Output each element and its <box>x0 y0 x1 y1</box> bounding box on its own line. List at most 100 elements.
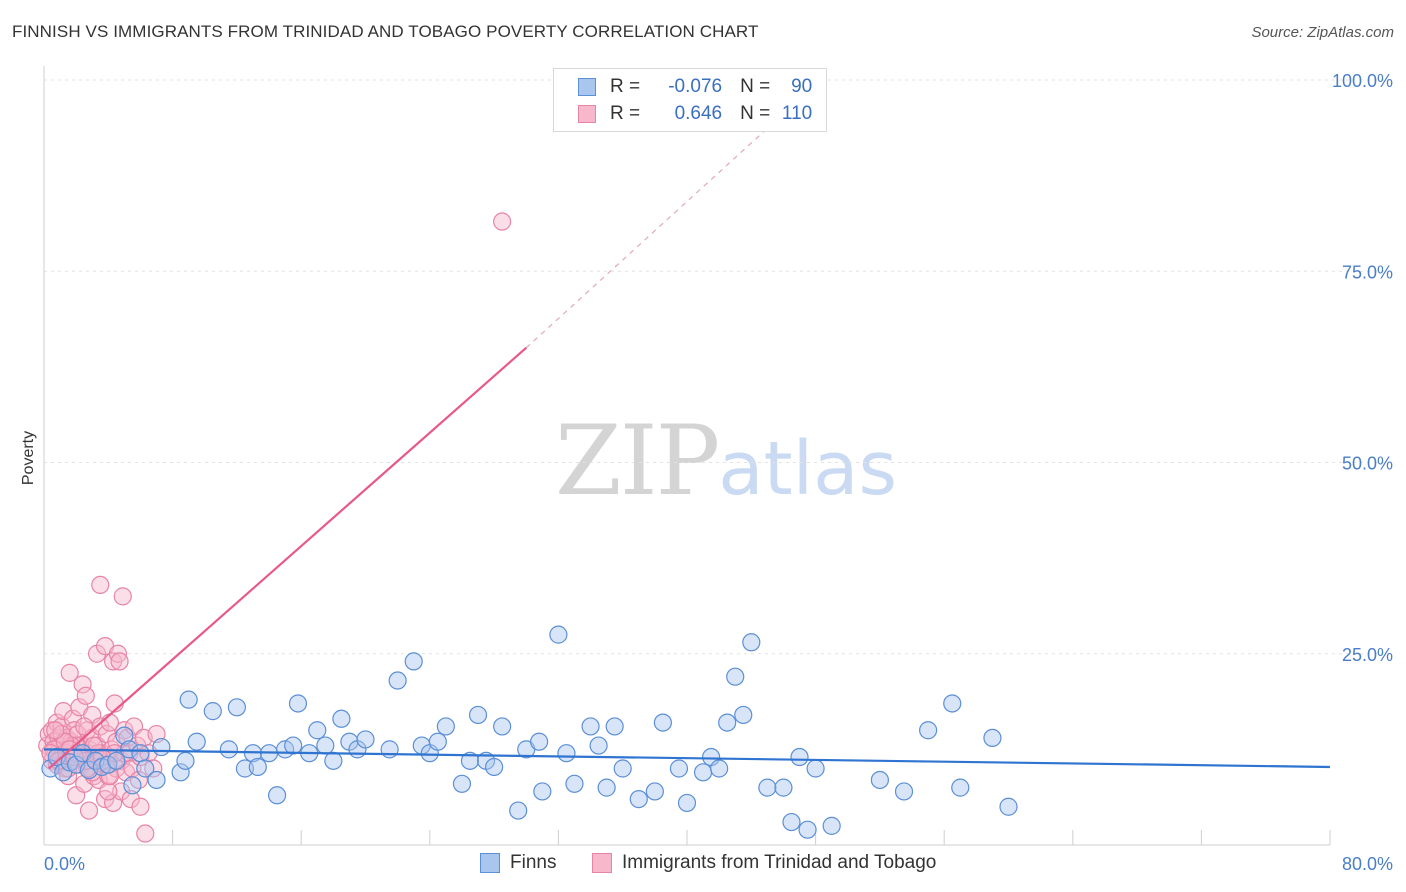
finns-point <box>485 757 504 777</box>
finns-point <box>806 759 825 778</box>
finns-point <box>557 744 576 763</box>
finns-point <box>308 721 327 740</box>
legend-r-label: R = <box>610 76 641 97</box>
finns-point <box>460 751 480 770</box>
finns-point <box>653 713 672 732</box>
finns-point <box>428 732 447 751</box>
bottom-swatch-finns <box>480 853 500 873</box>
tt-trend-line <box>48 346 527 770</box>
finns-point <box>356 730 375 749</box>
legend-r-label: R = <box>610 103 641 124</box>
tt-point <box>91 575 110 595</box>
tt-trend-extension <box>525 98 800 349</box>
finns-point <box>404 652 423 671</box>
tick-labels: 25.0% 50.0% 75.0% 100.0% 0.0% 80.0% <box>44 71 1393 874</box>
finns-point <box>171 763 190 782</box>
legend-row-finns: R = -0.076 N = 90 <box>578 75 812 99</box>
tt-point <box>60 663 79 682</box>
chart-source: Source: ZipAtlas.com <box>1251 24 1394 41</box>
finns-point <box>380 740 399 759</box>
finns-point <box>549 625 568 644</box>
finns-point <box>530 732 549 751</box>
finns-point <box>493 717 512 736</box>
finns-point <box>870 770 890 790</box>
finns-point <box>452 774 472 793</box>
finns-point <box>436 717 455 736</box>
finns-point <box>468 705 488 725</box>
tt-point <box>493 212 512 231</box>
finns-point <box>147 770 166 790</box>
watermark-atlas: atlas <box>718 426 898 512</box>
axes <box>43 66 1331 846</box>
finns-point <box>798 820 817 839</box>
finns-point <box>951 778 970 797</box>
y-tick-label: 50.0% <box>1342 454 1393 474</box>
y-axis-label: Poverty <box>20 431 37 485</box>
finns-point <box>284 736 303 755</box>
trend-lines <box>43 98 1331 770</box>
y-tick-label: 75.0% <box>1342 262 1393 282</box>
legend-swatch-finns <box>578 78 596 96</box>
y-tick-label: 25.0% <box>1342 645 1393 665</box>
finns-point <box>219 740 238 759</box>
finns-point <box>203 702 222 721</box>
bottom-legend-finns-label: Finns <box>510 852 557 873</box>
finns-point <box>227 698 246 717</box>
x-tick-label: 80.0% <box>1342 854 1393 874</box>
finns-point <box>693 763 713 782</box>
finns-point <box>332 709 351 728</box>
finns-point <box>136 759 155 778</box>
finns-point <box>790 747 809 767</box>
finns-point <box>919 721 938 740</box>
gridlines <box>44 79 1390 655</box>
legend-n-value: 90 <box>791 76 813 97</box>
legend-n-value: 110 <box>781 103 813 124</box>
y-tick-label: 100.0% <box>1332 71 1393 91</box>
watermark-zip: ZIP <box>555 405 720 517</box>
finns-point <box>533 782 552 801</box>
finns-point <box>565 774 584 793</box>
finns-point <box>509 801 528 820</box>
x-tick-label: 0.0% <box>44 854 85 874</box>
finns-point <box>176 751 195 770</box>
tt-point <box>118 728 137 748</box>
finns-point <box>710 759 729 778</box>
finns-point <box>248 757 267 777</box>
finns-point <box>774 778 793 797</box>
stats-legend: R = -0.076 N = 90 R = 0.646 N = 110 <box>553 68 827 132</box>
legend-n-label: N = <box>740 103 771 124</box>
series-finns-points <box>41 625 1018 839</box>
tt-point <box>113 587 132 606</box>
finns-point <box>324 751 343 770</box>
tt-point <box>79 801 99 820</box>
legend-row-tt: R = 0.646 N = 110 <box>578 102 812 126</box>
finns-point <box>726 667 745 686</box>
bottom-legend-tt-label: Immigrants from Trinidad and Tobago <box>622 852 937 873</box>
tt-point <box>121 789 140 809</box>
finns-point <box>152 737 171 757</box>
finns-point <box>734 705 753 725</box>
finns-point <box>758 778 777 797</box>
finns-point <box>613 759 632 778</box>
tt-point <box>136 824 155 843</box>
tt-point <box>112 782 131 801</box>
finns-point <box>782 812 801 832</box>
finns-point <box>388 671 407 690</box>
tt-point <box>75 717 94 736</box>
finns-point <box>107 751 126 770</box>
watermark: ZIPatlas <box>555 405 897 517</box>
finns-point <box>677 793 697 813</box>
finns-point <box>581 717 600 736</box>
finns-point <box>267 786 287 805</box>
finns-point <box>115 726 134 745</box>
finns-point <box>742 633 761 652</box>
finns-point <box>999 797 1018 816</box>
finns-point <box>288 694 308 713</box>
bottom-legend-finns: Finns <box>480 852 556 874</box>
tt-point <box>110 652 129 671</box>
finns-point <box>187 732 206 751</box>
finns-point <box>645 782 664 801</box>
finns-point <box>123 776 142 795</box>
legend-r-value: 0.646 <box>674 103 723 124</box>
